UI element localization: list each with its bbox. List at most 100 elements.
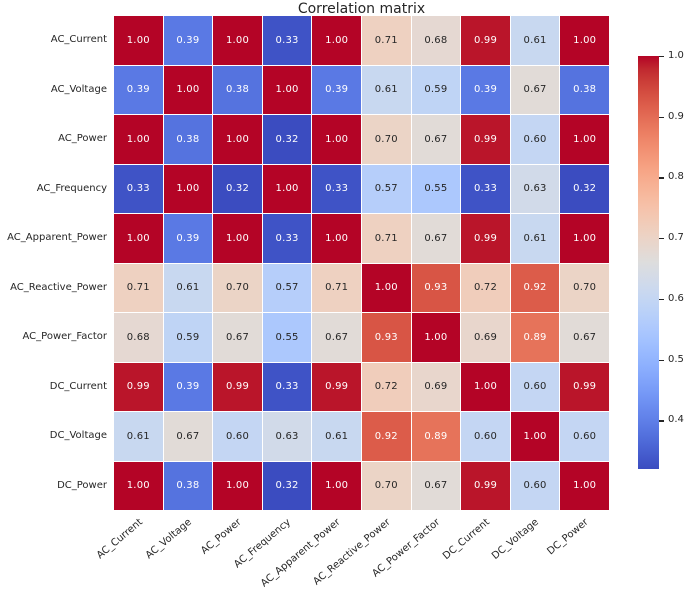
heatmap-cell: 0.67 [510,65,560,114]
heatmap-cell: 1.00 [461,362,510,411]
heatmap-cell: 0.99 [461,461,510,510]
heatmap-cell: 0.61 [163,263,213,312]
heatmap-cell: 0.92 [361,412,411,461]
heatmap-cell: 0.67 [411,214,461,263]
heatmap-cell: 0.32 [560,164,609,213]
heatmap-cell: 0.39 [163,362,213,411]
heatmap-cell: 1.00 [411,313,461,362]
heatmap-cell: 0.89 [510,313,560,362]
heatmap-cell: 0.60 [461,412,510,461]
heatmap-cell: 1.00 [114,115,163,164]
heatmap-cell: 1.00 [213,461,262,510]
heatmap-cell: 1.00 [560,214,609,263]
heatmap-cell: 1.00 [560,16,609,65]
y-tick-label: AC_Current [50,34,107,46]
heatmap-cell: 0.57 [361,164,411,213]
heatmap-cell: 0.38 [163,461,213,510]
heatmap-cell: 0.38 [213,65,262,114]
colorbar-tick-label: 0.8 [668,171,684,183]
colorbar-tick-label: 0.6 [668,292,684,304]
heatmap-cell: 0.92 [510,263,560,312]
y-tick-label: DC_Current [49,380,107,392]
heatmap-cell: 0.67 [411,115,461,164]
heatmap-cell: 1.00 [163,164,213,213]
heatmap-cell: 0.68 [411,16,461,65]
heatmap-cell: 0.70 [361,115,411,164]
y-tick-label: AC_Apparent_Power [7,232,107,244]
heatmap-cell: 0.61 [361,65,411,114]
heatmap-grid: 1.00 0.39 1.00 0.33 1.00 0.71 0.68 0.99 0.61 1.00… [114,16,609,510]
colorbar-tick-label: 0.7 [668,232,684,244]
x-tick-label: AC_Power [199,516,244,557]
y-tick-label: DC_Voltage [49,430,107,442]
heatmap-cell: 0.39 [114,65,163,114]
heatmap-cell: 0.60 [213,412,262,461]
colorbar-tick-label: 1.0 [668,50,684,61]
heatmap-cell: 1.00 [213,214,262,263]
heatmap-cell: 0.99 [114,362,163,411]
y-tick-label: AC_Voltage [50,83,107,95]
heatmap-cell: 0.32 [262,115,312,164]
heatmap-cell: 0.67 [312,313,361,362]
heatmap-cell: 1.00 [312,16,361,65]
heatmap-cell: 0.63 [262,412,312,461]
heatmap-cell: 1.00 [213,16,262,65]
colorbar [638,56,659,469]
heatmap-cell: 0.67 [163,412,213,461]
heatmap-cell: 0.93 [411,263,461,312]
colorbar-tick [659,298,664,301]
heatmap-cell: 0.69 [461,313,510,362]
heatmap-cell: 0.67 [411,461,461,510]
y-tick-label: DC_Power [57,479,107,491]
heatmap-cell: 0.60 [510,115,560,164]
y-tick-label: AC_Power_Factor [22,331,108,343]
heatmap-cell: 0.61 [114,412,163,461]
heatmap-cell: 0.39 [163,16,213,65]
x-tick-label: DC_Current [440,516,492,562]
colorbar-tick [659,238,664,240]
heatmap-cell: 0.99 [312,362,361,411]
heatmap-cell: 1.00 [560,461,609,510]
heatmap-cell: 0.67 [560,313,609,362]
heatmap-cell: 0.67 [213,313,262,362]
heatmap-cell: 1.00 [262,164,312,213]
heatmap-cell: 0.72 [361,362,411,411]
heatmap-cell: 0.60 [560,412,609,461]
heatmap-cell: 0.61 [510,16,560,65]
y-tick-label: AC_Frequency [36,182,107,194]
heatmap-cell: 0.99 [560,362,609,411]
heatmap-cell: 0.38 [560,65,609,114]
heatmap-cell: 0.70 [213,263,262,312]
heatmap-cell: 0.99 [461,16,510,65]
heatmap-cell: 1.00 [213,115,262,164]
heatmap-cell: 0.71 [312,263,361,312]
heatmap-cell: 0.72 [461,263,510,312]
heatmap-cell: 0.69 [411,362,461,411]
heatmap-cell: 0.33 [262,16,312,65]
heatmap-cell: 0.93 [361,313,411,362]
colorbar-tick [659,420,664,422]
heatmap-cell: 1.00 [114,461,163,510]
heatmap-cell: 0.59 [411,65,461,114]
heatmap-cell: 1.00 [312,461,361,510]
colorbar-tick [659,359,664,361]
heatmap-cell: 1.00 [312,115,361,164]
heatmap-cell: 0.33 [461,164,510,213]
heatmap-cell: 0.60 [510,461,560,510]
heatmap-cell: 1.00 [114,214,163,263]
heatmap-cell: 0.60 [510,362,560,411]
heatmap-cell: 0.55 [262,313,312,362]
heatmap-cell: 0.33 [262,214,312,263]
heatmap-cell: 1.00 [361,263,411,312]
heatmap-cell: 0.99 [213,362,262,411]
heatmap-cell: 0.39 [312,65,361,114]
heatmap-cell: 0.33 [262,362,312,411]
chart-title: Correlation matrix [297,1,426,17]
heatmap-cell: 0.63 [510,164,560,213]
heatmap-cell: 1.00 [262,65,312,114]
heatmap-cell: 0.59 [163,313,213,362]
heatmap-cell: 0.99 [461,214,510,263]
heatmap-cell: 1.00 [163,65,213,114]
colorbar-tick [659,116,664,118]
